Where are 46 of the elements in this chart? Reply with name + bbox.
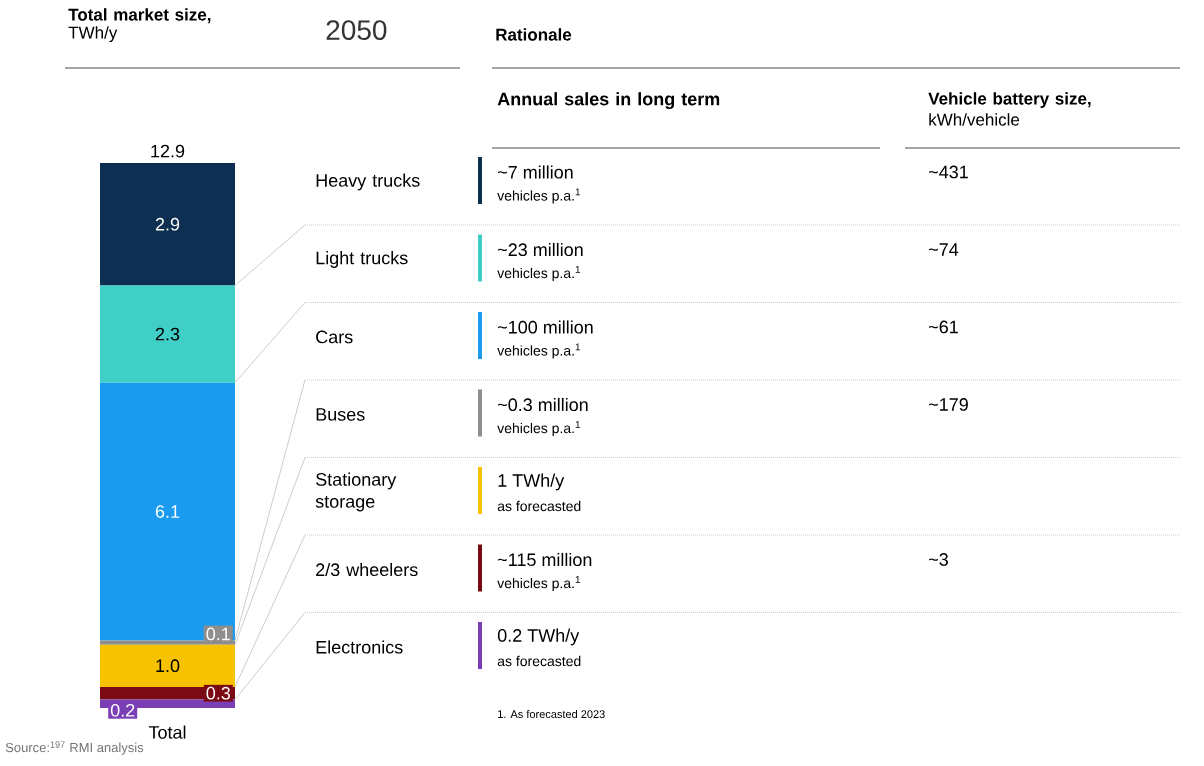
total-label: 12.9 (151, 144, 185, 158)
text: as forecasted (497, 500, 581, 512)
data-label: 0.2 (110, 703, 135, 717)
text: vehicles p.a.$^{1}$ (497, 188, 580, 204)
data-label: 1.0 (156, 659, 180, 673)
text: 0.2 TWh/y (497, 628, 580, 646)
data-label: 6.1 (155, 505, 180, 518)
text: ~7 million (498, 165, 573, 179)
text: Light trucks (316, 251, 408, 268)
text: Stationary storage (315, 472, 397, 512)
text: ~23 million (498, 242, 583, 257)
text: vehicles p.a.$^{1}$ (497, 421, 580, 436)
text: Cars (316, 330, 353, 344)
data-label: 0.1 (206, 627, 230, 641)
text: ~3 (929, 553, 948, 566)
text: Rationale (496, 28, 572, 41)
text: 2050 (326, 20, 387, 41)
text: ~431 (929, 165, 968, 179)
bar (100, 285, 235, 383)
text: Electronics (316, 640, 403, 654)
chart-title: Total market size, TWh/y (68, 8, 211, 43)
bar (100, 163, 235, 286)
bar (100, 644, 235, 687)
text: ~61 (929, 320, 958, 334)
text: vehicles p.a.$^{1}$ (497, 266, 580, 281)
text: Buses (316, 408, 365, 421)
text: 1 TWh/y (498, 473, 565, 491)
text: Annual sales in long term (497, 92, 720, 110)
source-note: Source:$^{197}$ RMI analysis (5, 741, 144, 755)
text: ~115 million (498, 552, 592, 567)
data-label: 2.9 (155, 217, 180, 231)
bar (100, 382, 235, 641)
text: vehicles p.a.$^{1}$ (497, 343, 580, 359)
text: 1. As forecasted 2023 (498, 709, 605, 719)
x-tick-label: Total (148, 725, 186, 739)
text: Vehicle battery size, kWh/vehicle (928, 92, 1091, 126)
text: 2/3 wheelers (316, 562, 418, 577)
text: vehicles p.a.$^{1}$ (497, 576, 580, 591)
data-label: 0.3 (206, 686, 231, 700)
text: ~74 (929, 243, 959, 256)
text: Heavy trucks (316, 173, 420, 191)
text: ~0.3 million (498, 397, 588, 412)
data-label: 2.3 (155, 327, 180, 341)
text: as forecasted (497, 655, 581, 667)
text: ~100 million (498, 320, 593, 334)
text: ~179 (929, 398, 968, 411)
